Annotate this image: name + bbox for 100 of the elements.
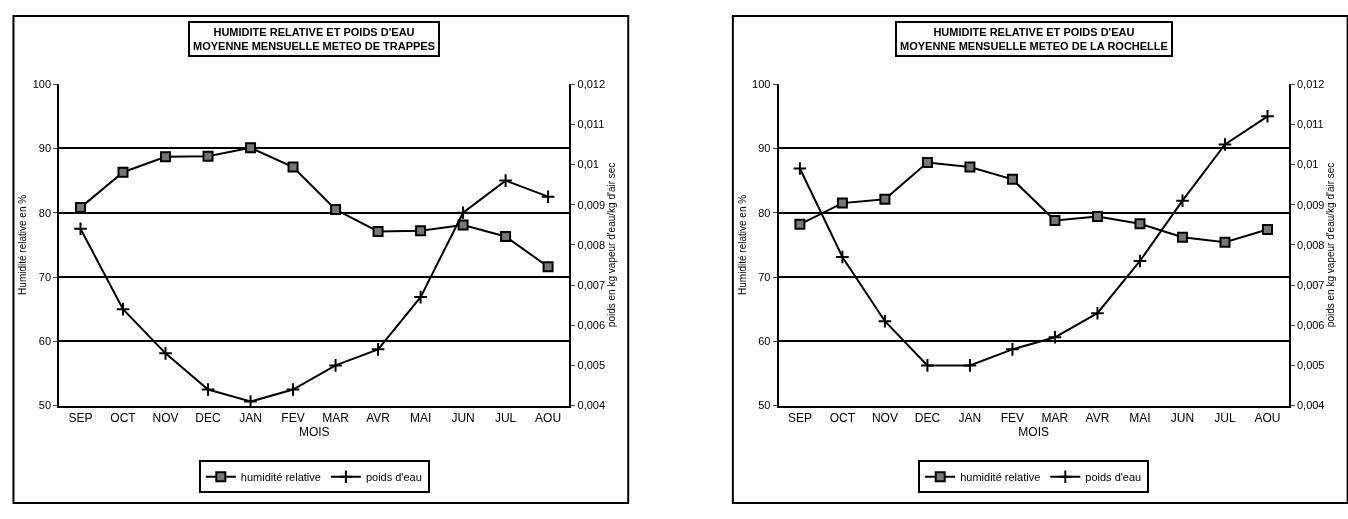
y2-tick-label: 0,011: [1296, 118, 1324, 131]
legend-label: poids d'eau: [1085, 471, 1142, 484]
point: [1176, 231, 1188, 243]
point: [542, 261, 554, 273]
chart-subtitle: MOYENNE MENSUELLE METEO DE LA ROCHELLE: [900, 40, 1168, 53]
x-tick-label: FEV: [1000, 411, 1025, 425]
legend-label: humidité relative: [960, 471, 1041, 484]
x-tick-label: SEP: [68, 411, 93, 425]
y-tick-label: 90: [38, 142, 52, 155]
point: [500, 231, 512, 243]
y-tick-label: 80: [38, 206, 52, 219]
x-axis-title: MOIS: [298, 425, 330, 440]
y-tick-label: 100: [32, 78, 52, 91]
point: [200, 382, 216, 397]
point: [1090, 305, 1105, 321]
x-tick-label: MAR: [1041, 411, 1069, 425]
x-tick-label: JUN: [1170, 411, 1195, 425]
point: [372, 225, 384, 237]
point: [1217, 137, 1233, 152]
point: [920, 358, 935, 373]
y2-tick-label: 0,012: [577, 78, 606, 91]
y-tick-label: 70: [38, 270, 52, 283]
point: [877, 313, 893, 329]
y-tick-label: 60: [38, 335, 52, 348]
x-tick-label: NOV: [871, 411, 898, 425]
point: [1091, 211, 1103, 223]
y2-tick-label: 0,007: [1296, 278, 1325, 291]
y-axis-title: Humidité relative en %: [736, 194, 748, 295]
point: [285, 382, 301, 397]
point: [879, 193, 891, 205]
point: [964, 161, 976, 173]
y-tick-label: 50: [38, 399, 52, 412]
y2-tick-label: 0,005: [1296, 359, 1325, 372]
point: [1005, 342, 1020, 357]
chart-title: HUMIDITE RELATIVE ET POIDS D'EAU: [933, 26, 1135, 38]
x-tick-label: OCT: [110, 411, 137, 425]
y-tick-label: 60: [758, 335, 771, 348]
x-tick-label: NOV: [152, 411, 179, 425]
chart-subtitle: MOYENNE MENSUELLE METEO DE TRAPPES: [193, 40, 436, 53]
x-tick-label: AVR: [366, 411, 391, 425]
x-tick-label: JAN: [958, 411, 982, 425]
y-tick-label: 90: [758, 142, 771, 155]
y2-tick-label: 0,012: [1296, 78, 1325, 91]
y-tick-label: 70: [758, 270, 771, 283]
y2-tick-label: 0,006: [577, 319, 606, 332]
point: [73, 221, 88, 237]
point: [117, 166, 129, 178]
x-tick-label: OCT: [829, 411, 856, 425]
y2-tick-label: 0,01: [577, 158, 599, 171]
point: [1047, 330, 1063, 345]
x-axis-title: MOIS: [1018, 425, 1050, 440]
point: [245, 142, 257, 154]
y-tick-label: 100: [752, 78, 771, 91]
point: [835, 249, 850, 265]
point: [1260, 109, 1275, 124]
point: [158, 346, 173, 361]
point: [455, 205, 471, 221]
point: [794, 218, 806, 230]
y2-tick-label: 0,009: [577, 198, 606, 211]
y2-tick-label: 0,008: [577, 238, 606, 251]
x-tick-label: MAI: [409, 411, 432, 425]
y2-tick-label: 0,009: [1296, 198, 1325, 211]
point: [457, 219, 469, 231]
legend-label: poids d'eau: [365, 471, 422, 484]
x-tick-label: AOU: [535, 411, 562, 425]
y2-tick-label: 0,004: [1296, 399, 1325, 412]
point: [287, 161, 299, 173]
y-tick-label: 50: [758, 399, 771, 412]
legend-label: humidité relative: [240, 471, 321, 484]
point: [792, 161, 808, 176]
x-tick-label: JUN: [451, 411, 475, 425]
y2-tick-label: 0,005: [577, 359, 606, 372]
x-tick-label: JAN: [239, 411, 262, 425]
y2-tick-label: 0,004: [577, 399, 606, 412]
chart-title: HUMIDITE RELATIVE ET POIDS D'EAU: [213, 26, 415, 38]
y2-axis-title: poids en kg vapeur d'eau/kg d'air sec: [1325, 162, 1337, 328]
point: [202, 150, 214, 162]
point: [836, 197, 848, 209]
y-tick-label: 80: [758, 206, 771, 219]
point: [1219, 236, 1231, 248]
point: [328, 358, 343, 373]
point: [415, 225, 427, 237]
point: [1132, 253, 1148, 269]
x-tick-label: JUL: [494, 411, 517, 425]
point: [498, 173, 513, 188]
point: [115, 301, 131, 317]
point: [1006, 173, 1018, 185]
x-tick-label: MAI: [1129, 411, 1151, 425]
point: [160, 151, 172, 163]
x-tick-label: FEV: [281, 411, 305, 425]
x-tick-label: DEC: [914, 411, 941, 425]
x-tick-label: SEP: [787, 411, 812, 425]
x-tick-label: JUL: [1214, 411, 1236, 425]
y-axis-title: Humidité relative en %: [17, 194, 29, 295]
point: [1175, 193, 1190, 208]
point: [413, 289, 428, 305]
point: [921, 157, 933, 169]
point: [540, 189, 556, 204]
y2-tick-label: 0,006: [1296, 319, 1325, 332]
y2-axis-title: poids en kg vapeur d'eau/kg d'air sec: [606, 162, 618, 328]
